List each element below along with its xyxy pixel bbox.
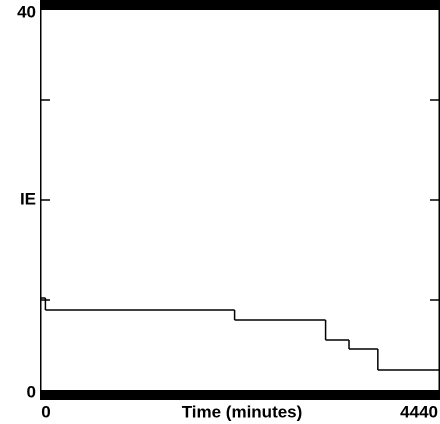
top-band	[40, 0, 440, 10]
y-tick-label: 40	[17, 2, 36, 21]
x-tick-label: 4440	[400, 402, 438, 421]
y-tick-label: 0	[27, 382, 36, 401]
x-axis-label: Time (minutes)	[182, 402, 303, 421]
bottom-band	[40, 390, 440, 400]
y-axis-label: IE	[20, 189, 36, 208]
x-tick-label: 0	[41, 402, 50, 421]
